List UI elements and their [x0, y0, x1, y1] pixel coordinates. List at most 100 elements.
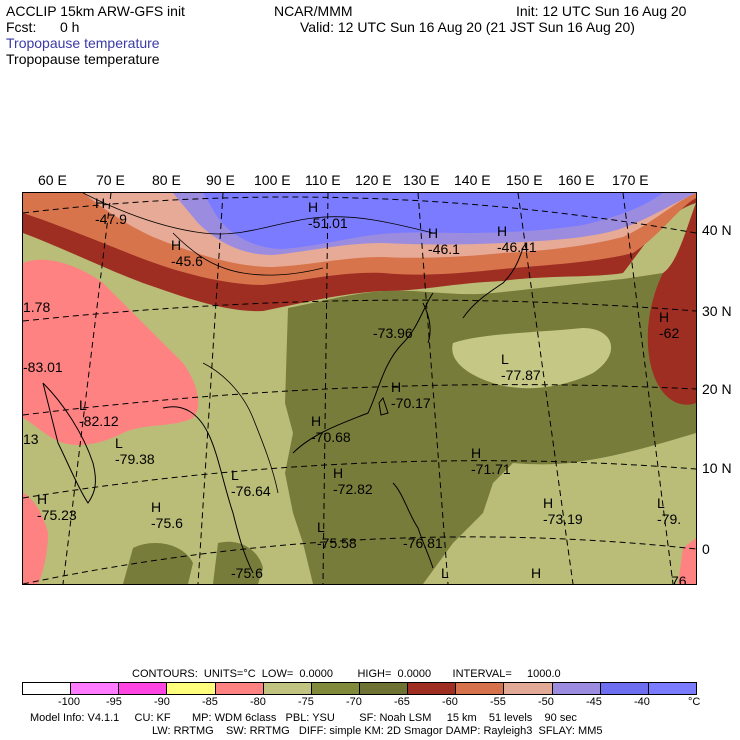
region-dark-red-east	[647, 203, 696, 405]
extremum-low: L -76.64	[231, 467, 271, 499]
lat-label-equator: 0	[702, 541, 710, 557]
field-title-colored: Tropopause temperature	[6, 35, 160, 51]
graticule-lon-130e	[417, 193, 449, 584]
extremum-high: H	[531, 565, 542, 581]
colorbar-tick: -95	[106, 696, 122, 708]
model-title: ACCLIP 15km ARW-GFS init	[6, 3, 185, 19]
extremum-high: H -45.6	[171, 237, 203, 269]
region-pink-india	[23, 259, 199, 445]
extremum-high: H -75.6	[151, 499, 183, 531]
colorbar-tick: -55	[490, 696, 506, 708]
colorbar-unit: °C	[688, 696, 701, 708]
colorbar-swatch	[359, 683, 409, 694]
coastline-japan	[462, 247, 524, 319]
lon-label-130e: 130 E	[403, 172, 440, 188]
model-info-line2: LW: RRTMG SW: RRTMG DIFF: simple KM: 2D …	[152, 725, 603, 737]
contours-info: CONTOURS: UNITS=°C LOW= 0.0000 HIGH= 0.0…	[132, 668, 561, 680]
extremum-high: H -71.71	[471, 445, 511, 477]
lon-label-160e: 160 E	[558, 172, 595, 188]
extremum-value: 76	[671, 573, 687, 585]
coastline-bay-of-bengal	[162, 406, 254, 574]
extremum-low: L -79.38	[115, 435, 155, 467]
extremum-high: H -75.23	[37, 491, 77, 523]
graticule-lon-170e	[622, 193, 674, 584]
colorbar-tick: -45	[586, 696, 602, 708]
extremum-low: L -79.	[657, 495, 682, 527]
country-borders	[82, 193, 434, 494]
colorbar-swatch	[311, 683, 360, 694]
lon-label-150e: 150 E	[506, 172, 543, 188]
colorbar-swatch	[71, 683, 120, 694]
coastlines	[42, 247, 524, 574]
colorbar-swatch	[167, 683, 216, 694]
extremum-low: L	[441, 565, 449, 581]
region-pink-south	[23, 493, 48, 584]
forecast-label: Fcst:	[6, 19, 37, 35]
lon-label-60e: 60 E	[38, 172, 67, 188]
colorbar-swatch	[215, 683, 264, 694]
init-time: Init: 12 UTC Sun 16 Aug 20	[516, 3, 687, 19]
border-south-asia	[202, 362, 279, 494]
coastline-korea	[422, 302, 431, 344]
extremum-high: H -51.01	[308, 199, 348, 231]
region-dark-patch-1	[123, 543, 193, 584]
lon-label-140e: 140 E	[454, 172, 491, 188]
extremum-value: 13	[23, 431, 39, 447]
colorbar-swatch	[456, 683, 505, 694]
colorbar-swatch	[648, 683, 696, 694]
region-blue	[203, 193, 663, 249]
extremum-high: H -46.41	[497, 223, 537, 255]
colorbar-swatch	[23, 683, 72, 694]
graticule-lat-10n	[23, 460, 696, 499]
graticule-lon-70e	[62, 193, 112, 584]
colorbar	[22, 682, 697, 695]
graticule-lat-equator	[23, 536, 696, 584]
valid-time: Valid: 12 UTC Sun 16 Aug 20 (21 JST Sun …	[300, 19, 635, 35]
lon-label-170e: 170 E	[612, 172, 649, 188]
extremum-high: H -47.9	[95, 195, 127, 227]
field-title: Tropopause temperature	[6, 51, 160, 67]
model-info-line1: Model Info: V4.1.1 CU: KF MP: WDM 6class…	[30, 712, 577, 724]
coastline-china	[292, 292, 434, 454]
graticule-lon-90e	[197, 193, 224, 584]
colorbar-swatch	[408, 683, 457, 694]
extremum-low: L -82.12	[79, 397, 119, 429]
region-dark-patch-2	[213, 541, 263, 584]
colorbar-tick: -40	[634, 696, 650, 708]
lat-label-20n: 20 N	[702, 381, 732, 397]
lon-label-90e: 90 E	[206, 172, 235, 188]
region-pink-se	[678, 538, 696, 584]
extremum-low: L -75.58	[317, 519, 357, 551]
colorbar-tick: -50	[538, 696, 554, 708]
extremum-high: H -73.19	[543, 495, 583, 527]
organization-label: NCAR/MMM	[274, 3, 353, 19]
graticule-lon-110e	[322, 193, 329, 584]
colorbar-tick: -70	[346, 696, 362, 708]
lon-label-120e: 120 E	[355, 172, 392, 188]
region-light-east	[452, 328, 612, 389]
lon-label-110e: 110 E	[305, 172, 341, 188]
graticule	[23, 193, 696, 584]
graticule-lat-20n	[23, 384, 696, 416]
lat-label-10n: 10 N	[702, 460, 732, 476]
forecast-hour: 0 h	[60, 19, 80, 35]
extremum-value: -73.96	[373, 325, 413, 341]
graticule-lon-150e	[517, 193, 574, 584]
colorbar-tick: -80	[250, 696, 266, 708]
extremum-value: 1.78	[23, 299, 51, 315]
lon-label-80e: 80 E	[152, 172, 181, 188]
lat-label-30n: 30 N	[702, 303, 732, 319]
coastline-taiwan	[378, 396, 389, 416]
colorbar-swatch	[119, 683, 168, 694]
extremum-value: -75.6	[231, 565, 263, 581]
extremum-high: H -70.68	[311, 413, 351, 445]
colorbar-tick: -100	[58, 696, 81, 708]
lon-label-70e: 70 E	[96, 172, 125, 188]
lon-label-100e: 100 E	[254, 172, 291, 188]
colorbar-tick: -85	[202, 696, 218, 708]
extremum-value: -76.81	[403, 535, 443, 551]
extremum-high: H -46.1	[428, 225, 460, 257]
colorbar-tick: -65	[394, 696, 410, 708]
extremum-high: H -62	[659, 309, 680, 341]
lat-label-40n: 40 N	[702, 222, 732, 238]
